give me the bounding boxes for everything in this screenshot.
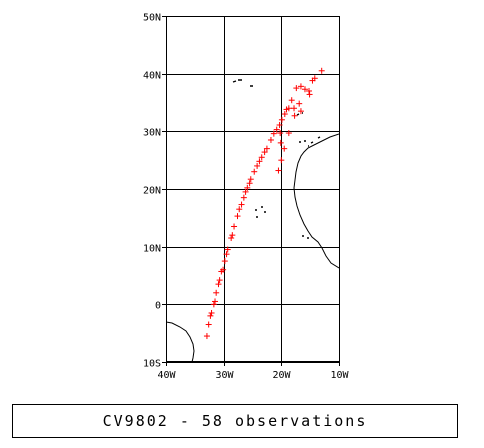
observation-marker	[224, 246, 231, 253]
observation-marker	[240, 194, 247, 201]
observation-marker	[278, 157, 285, 164]
axis-ticks: 40W 30W 20W 10W 50N 40N 30N 20N 10N 0 10S	[143, 13, 350, 382]
lat-tick-label: 10N	[143, 244, 161, 255]
observation-marker	[220, 266, 227, 273]
coastline	[166, 79, 339, 362]
observation-marker	[293, 85, 300, 92]
lat-tick-label: 0	[155, 301, 161, 312]
observation-marker	[246, 180, 253, 187]
observation-marker	[207, 312, 214, 319]
observation-marker	[306, 87, 313, 94]
observation-marker	[242, 188, 249, 195]
observation-marker	[263, 145, 270, 152]
observation-marker	[297, 83, 304, 90]
observation-marker	[213, 289, 220, 296]
observation-marker	[258, 154, 265, 161]
observation-marker	[281, 111, 288, 118]
observation-marker	[277, 139, 284, 146]
observation-marker	[267, 136, 274, 143]
observation-marker	[228, 235, 235, 242]
observation-marker	[306, 91, 313, 98]
observation-marker	[212, 298, 219, 305]
observation-marker	[275, 167, 282, 174]
observation-marker	[231, 223, 238, 230]
observation-marker	[273, 126, 280, 133]
observation-marker	[203, 333, 210, 340]
africa-coast	[293, 133, 339, 269]
observation-marker	[261, 149, 268, 156]
lon-tick-label: 30W	[215, 370, 234, 381]
observation-marker	[288, 97, 295, 104]
observation-marker	[281, 145, 288, 152]
canary-islands	[296, 112, 321, 147]
observation-marker	[291, 112, 298, 119]
plot-frame	[166, 16, 340, 362]
observation-marker	[270, 130, 277, 137]
observation-marker	[254, 162, 261, 169]
observation-marker	[247, 176, 254, 183]
observation-marker	[229, 232, 236, 239]
observation-marker	[318, 67, 325, 74]
south-america-coast	[166, 321, 195, 362]
observation-marker	[311, 75, 318, 82]
observation-marker	[301, 86, 308, 93]
observation-marker	[236, 206, 243, 213]
caption-text: CV9802 - 58 observations	[102, 412, 368, 430]
observation-marker	[276, 121, 283, 128]
lat-tick-label: 20N	[143, 186, 161, 197]
observation-marker	[208, 309, 215, 316]
grid-lines	[166, 16, 340, 363]
lon-tick-label: 10W	[330, 370, 349, 381]
azores-islands	[232, 79, 253, 87]
observation-marker	[223, 251, 230, 258]
lat-tick-label: 50N	[143, 13, 161, 24]
observation-marker	[210, 301, 217, 308]
observation-marker	[216, 277, 223, 284]
cape-verde-islands	[255, 206, 266, 218]
observation-marker	[234, 213, 241, 220]
madeira-islands	[299, 140, 306, 143]
observation-marker	[251, 168, 258, 175]
observation-marker	[238, 201, 245, 208]
bissagos-islands	[302, 235, 309, 239]
observation-marker	[296, 100, 303, 107]
lat-tick-label: 10S	[143, 359, 161, 370]
observation-marker	[244, 184, 251, 191]
lat-tick-label: 40N	[143, 71, 161, 82]
caption-box: CV9802 - 58 observations	[12, 404, 458, 438]
observation-marker	[215, 281, 222, 288]
observation-marker	[278, 116, 285, 123]
observation-marker	[256, 158, 263, 165]
lon-tick-label: 40W	[157, 370, 176, 381]
observation-marker	[297, 108, 304, 115]
observation-marker	[205, 321, 212, 328]
observation-marker	[221, 258, 228, 265]
lat-tick-label: 30N	[143, 128, 161, 139]
observation-marker	[285, 130, 292, 137]
observation-markers	[203, 67, 325, 340]
observation-marker	[277, 130, 284, 137]
observation-marker	[291, 105, 298, 112]
lon-tick-label: 20W	[272, 370, 291, 381]
observation-marker	[285, 105, 292, 112]
